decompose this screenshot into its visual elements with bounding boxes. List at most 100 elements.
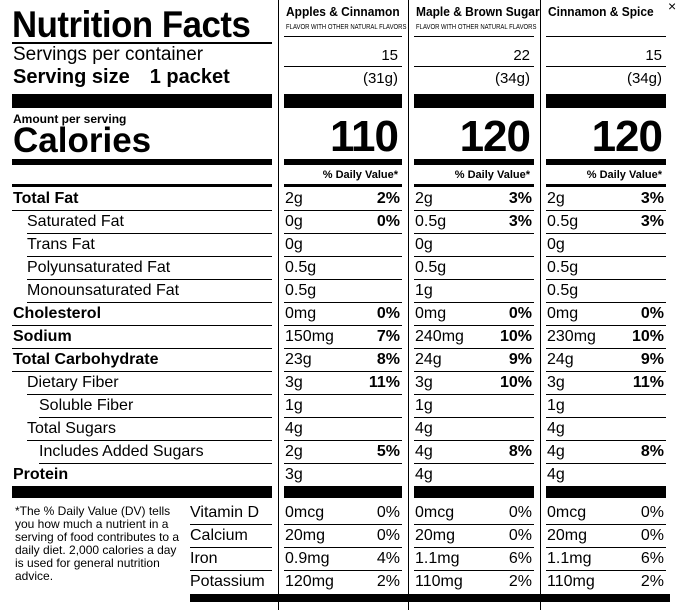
amount-per-serving-label: Amount per serving bbox=[13, 112, 127, 126]
row-rule bbox=[284, 302, 402, 303]
calories-label: Calories bbox=[13, 121, 152, 160]
vitamin-daily-value: 2% bbox=[640, 573, 664, 590]
vitamin-rule bbox=[414, 547, 534, 548]
row-rule bbox=[27, 440, 272, 441]
row-rule bbox=[12, 348, 272, 349]
row-rule bbox=[414, 417, 534, 418]
servings-value: 22 bbox=[513, 47, 530, 64]
row-rule bbox=[414, 279, 534, 280]
nutrient-daily-value: 7% bbox=[376, 328, 400, 345]
nutrient-amount: 23g bbox=[285, 351, 312, 368]
row-rule bbox=[414, 210, 534, 211]
calories-value: 120 bbox=[591, 112, 663, 161]
row-rule bbox=[12, 325, 272, 326]
nutrient-amount: 0.5g bbox=[415, 213, 447, 230]
nutrient-amount: 0.5g bbox=[285, 282, 317, 299]
nutrient-daily-value: 8% bbox=[376, 351, 400, 368]
vitamin-daily-value: 6% bbox=[508, 550, 532, 567]
nutrient-label: Polyunsaturated Fat bbox=[27, 259, 171, 276]
vitamin-daily-value: 2% bbox=[508, 573, 532, 590]
protein-rule bbox=[546, 486, 666, 498]
nutrient-daily-value: 9% bbox=[640, 351, 664, 368]
nutrient-daily-value: 3% bbox=[508, 213, 532, 230]
serving-size-text: Serving size bbox=[13, 66, 130, 88]
row-rule bbox=[27, 394, 272, 395]
vitamin-amount: 120mg bbox=[285, 573, 334, 590]
row-rule bbox=[284, 279, 402, 280]
nutrient-amount: 4g bbox=[547, 420, 565, 437]
nutrient-amount: 4g bbox=[415, 443, 433, 460]
vitamin-daily-value: 4% bbox=[376, 550, 400, 567]
row-rule bbox=[284, 348, 402, 349]
nutrient-amount: 1g bbox=[415, 397, 433, 414]
bottom-rule bbox=[190, 594, 670, 602]
thick-rule-top bbox=[284, 94, 402, 108]
nutrient-label: Includes Added Sugars bbox=[39, 443, 204, 460]
nutrient-amount: 4g bbox=[547, 443, 565, 460]
nutrient-rule-top bbox=[284, 184, 402, 187]
row-rule bbox=[284, 210, 402, 211]
vitamin-amount: 110mg bbox=[415, 573, 463, 590]
row-rule bbox=[546, 302, 666, 303]
vitamin-amount: 20mg bbox=[415, 527, 456, 544]
serving-size-value: 1 packet bbox=[149, 66, 230, 88]
row-rule bbox=[27, 256, 272, 257]
vitamin-daily-value: 0% bbox=[508, 527, 532, 544]
nutrient-amount: 240mg bbox=[415, 328, 464, 345]
nutrient-daily-value: 8% bbox=[640, 443, 664, 460]
label-title: Nutrition Facts bbox=[12, 4, 251, 45]
row-rule bbox=[414, 233, 534, 234]
servings-per-container-label: Servings per container bbox=[13, 44, 204, 65]
row-rule bbox=[546, 440, 666, 441]
vitamin-amount: 1.1mg bbox=[415, 550, 460, 567]
nutrient-amount: 0mg bbox=[285, 305, 317, 322]
row-rule bbox=[546, 417, 666, 418]
servings-rule bbox=[284, 66, 402, 67]
row-rule bbox=[284, 440, 402, 441]
row-rule bbox=[284, 417, 402, 418]
vitamin-amount: 0mcg bbox=[415, 504, 455, 521]
nutrient-amount: 0.5g bbox=[285, 259, 317, 276]
nutrient-rule-top bbox=[546, 184, 666, 187]
row-rule bbox=[27, 279, 272, 280]
product-name: Apples & Cinnamon bbox=[286, 4, 400, 19]
nutrient-amount: 0mg bbox=[415, 305, 447, 322]
servings-value: 15 bbox=[381, 47, 398, 64]
row-rule bbox=[284, 256, 402, 257]
product-header-rule bbox=[414, 36, 534, 37]
vitamin-label: Potassium bbox=[190, 573, 265, 590]
row-rule bbox=[414, 256, 534, 257]
thick-rule-top bbox=[546, 94, 666, 108]
nutrient-amount: 1g bbox=[415, 282, 433, 299]
title-rule bbox=[12, 42, 272, 44]
nutrient-label: Dietary Fiber bbox=[27, 374, 119, 391]
nutrient-daily-value: 0% bbox=[376, 213, 400, 230]
nutrient-amount: 24g bbox=[415, 351, 442, 368]
nutrient-daily-value: 3% bbox=[508, 190, 532, 207]
vitamin-rule bbox=[284, 547, 402, 548]
vitamin-rule bbox=[190, 547, 272, 548]
row-rule bbox=[414, 440, 534, 441]
servings-rule bbox=[414, 66, 534, 67]
row-rule bbox=[546, 463, 666, 464]
nutrient-amount: 4g bbox=[285, 420, 303, 437]
vitamin-amount: 20mg bbox=[285, 527, 326, 544]
vitamin-daily-value: 0% bbox=[376, 504, 400, 521]
vitamin-daily-value: 2% bbox=[376, 573, 400, 590]
row-rule bbox=[12, 371, 272, 372]
vitamin-amount: 0mcg bbox=[547, 504, 587, 521]
product-subtitle: FLAVOR WITH OTHER NATURAL FLAVORS bbox=[416, 24, 537, 31]
product-header-rule bbox=[284, 36, 402, 37]
protein-rule bbox=[12, 486, 272, 498]
nutrient-amount: 3g bbox=[285, 374, 303, 391]
row-rule bbox=[546, 325, 666, 326]
nutrient-amount: 3g bbox=[285, 466, 303, 483]
product-subtitle: FLAVOR WITH OTHER NATURAL FLAVORS bbox=[286, 24, 407, 31]
vitamin-amount: 0.9mg bbox=[285, 550, 330, 567]
nutrient-daily-value: 3% bbox=[640, 213, 664, 230]
nutrient-amount: 2g bbox=[415, 190, 433, 207]
row-rule bbox=[414, 371, 534, 372]
row-rule bbox=[27, 302, 272, 303]
close-icon[interactable]: × bbox=[668, 0, 677, 14]
calories-value: 120 bbox=[459, 112, 531, 161]
